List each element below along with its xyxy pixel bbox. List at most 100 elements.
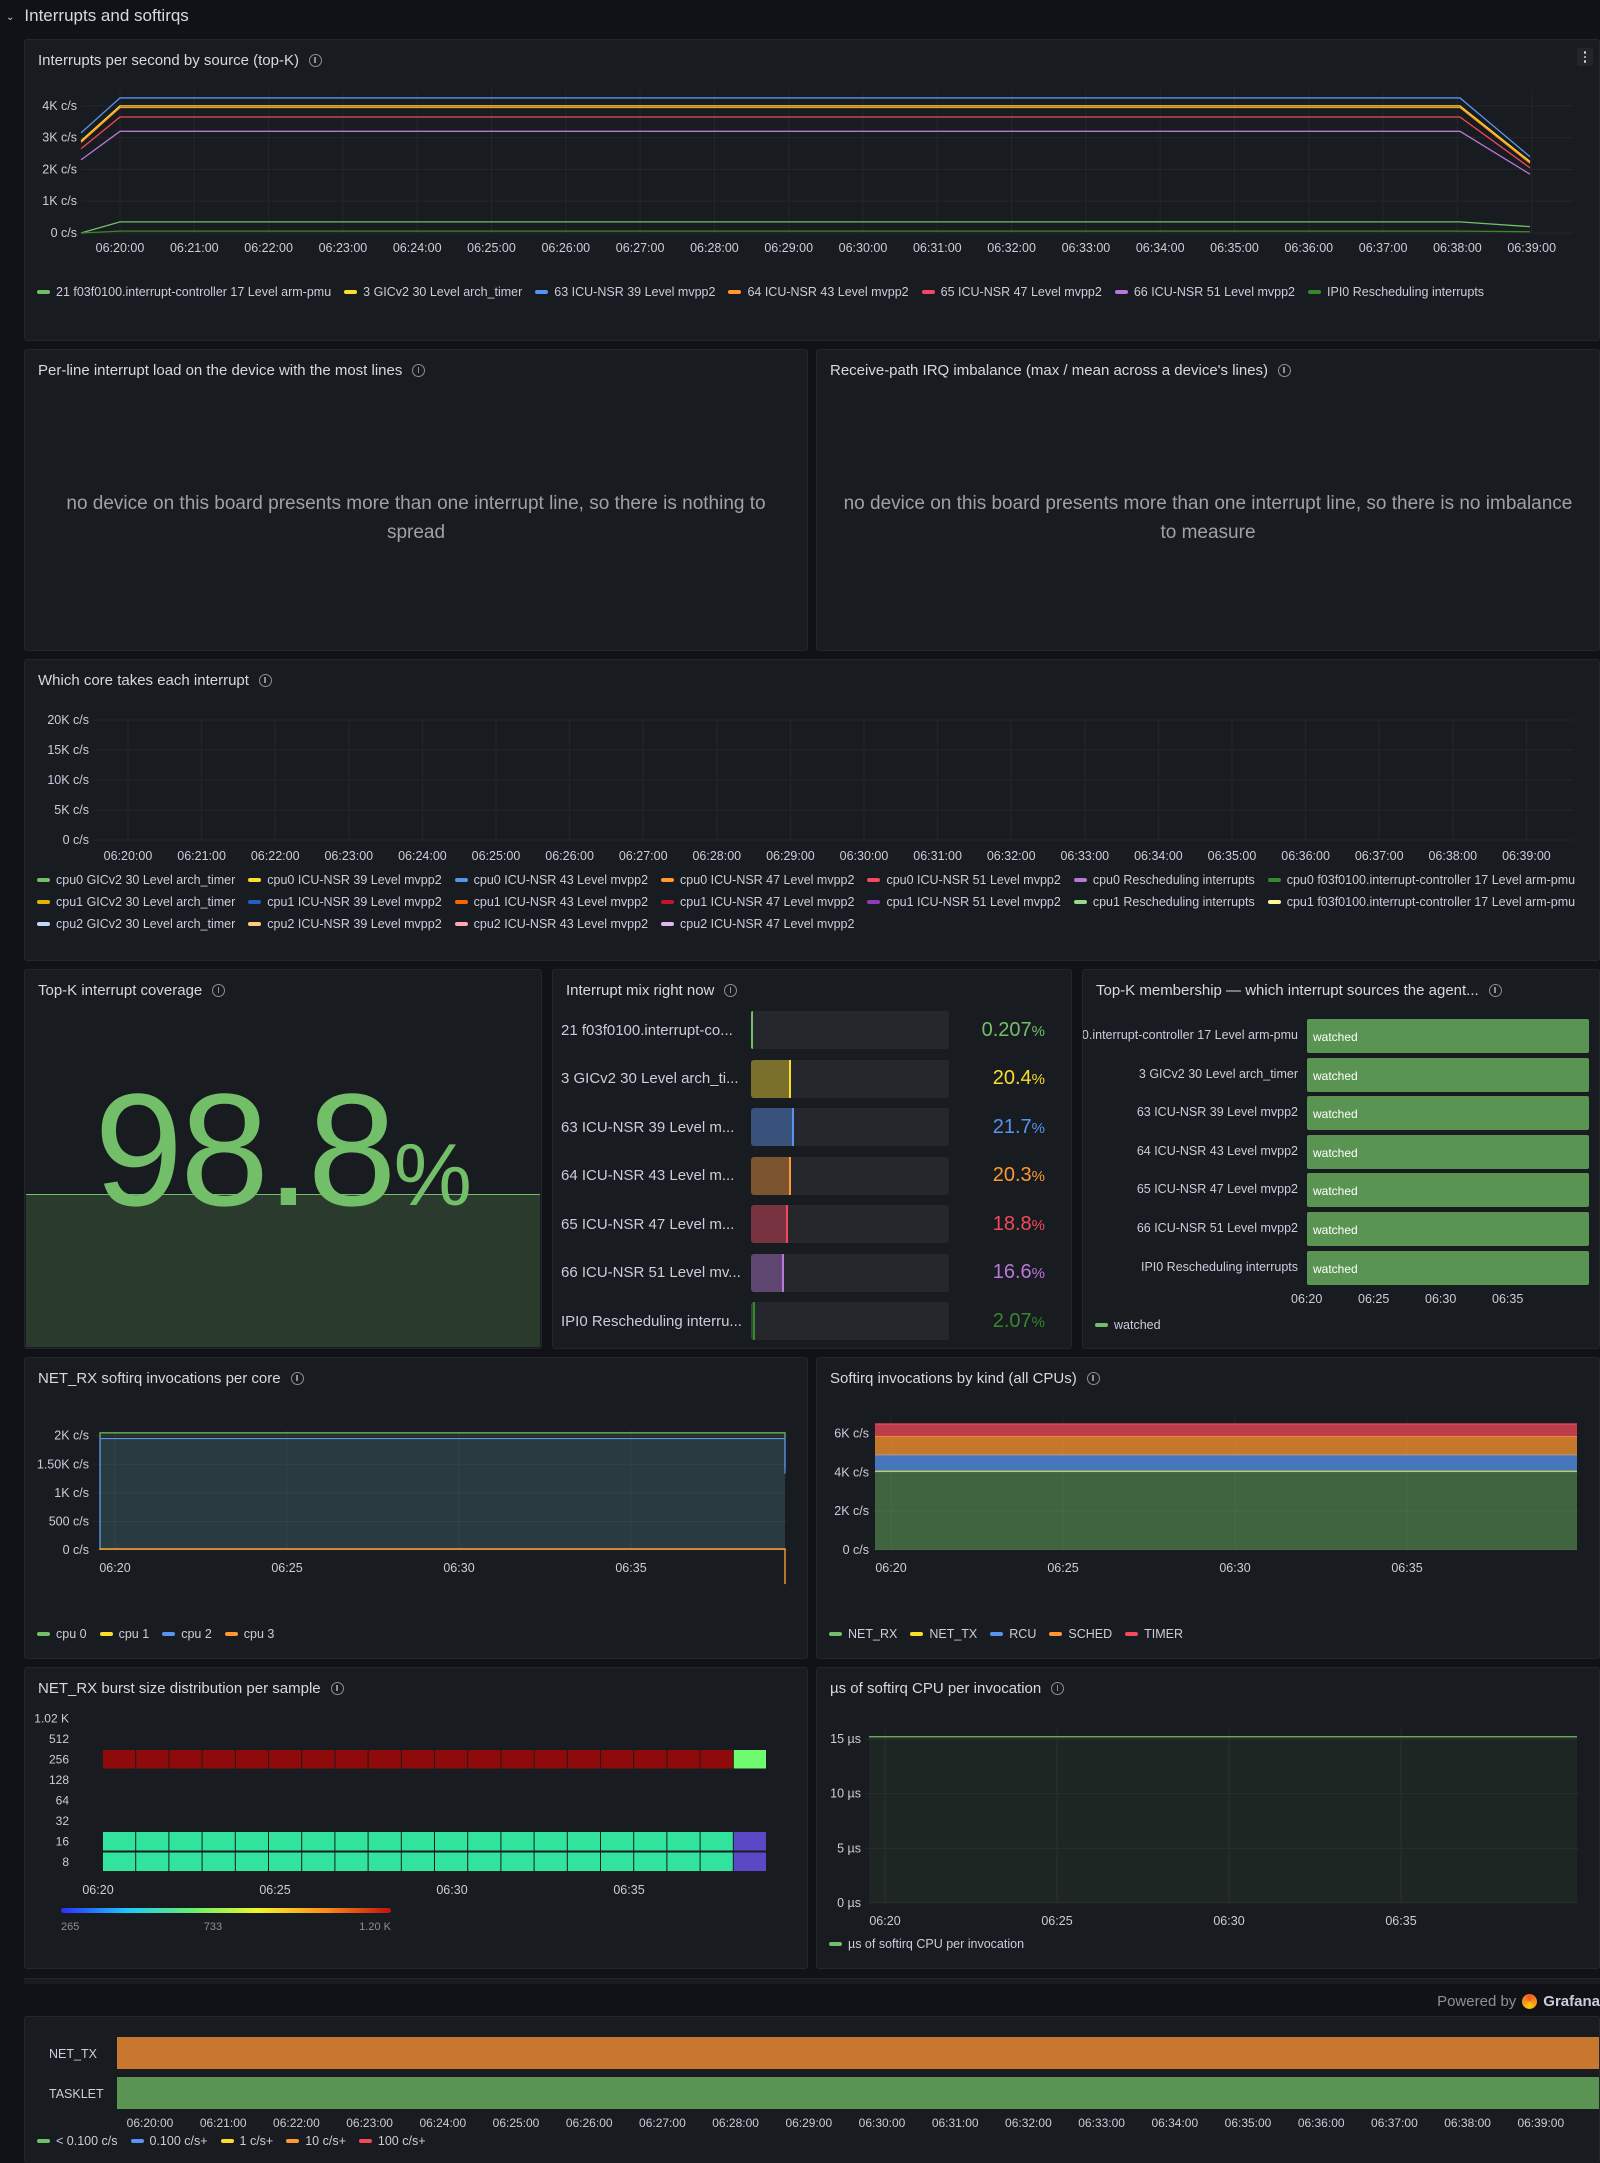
legend-item[interactable]: cpu1 Rescheduling interrupts xyxy=(1073,895,1255,909)
heatmap-cell xyxy=(501,1750,534,1769)
info-icon[interactable] xyxy=(1051,1682,1065,1695)
info-icon[interactable] xyxy=(1086,1372,1100,1385)
panel-membership[interactable]: Top-K membership — which interrupt sourc… xyxy=(1082,969,1600,1349)
panel-us-per-invocation[interactable]: µs of softirq CPU per invocation 0 µs 5 µ… xyxy=(816,1667,1600,1969)
info-icon[interactable] xyxy=(290,1372,304,1385)
legend-item[interactable]: cpu0 Rescheduling interrupts xyxy=(1073,873,1255,887)
tick-label: 06:28:00 xyxy=(712,2116,759,2130)
membership-row-state: watched xyxy=(1307,1019,1589,1053)
legend-item[interactable]: cpu1 ICU-NSR 51 Level mvpp2 xyxy=(867,895,1061,909)
mix-row-value: 20.3% xyxy=(949,1164,1045,1187)
legend-item[interactable]: 65 ICU-NSR 47 Level mvpp2 xyxy=(921,285,1102,299)
tick-label: 06:35 xyxy=(615,1561,646,1575)
legend-swatch xyxy=(248,900,262,904)
info-icon[interactable] xyxy=(724,984,738,997)
membership-row[interactable]: 63 ICU-NSR 39 Level mvpp2 watched xyxy=(1083,1095,1599,1131)
panel-per-line[interactable]: Per-line interrupt load on the device wi… xyxy=(24,349,808,651)
legend-item[interactable]: 10 c/s+ xyxy=(286,2134,346,2148)
panel-core-irq[interactable]: Which core takes each interrupt 0 c/s 5K … xyxy=(24,659,1600,961)
mix-row[interactable]: 63 ICU-NSR 39 Level m... 21.7% xyxy=(561,1107,1045,1147)
tick-label: 06:27:00 xyxy=(639,2116,686,2130)
panel-burst[interactable]: NET_RX burst size distribution per sampl… xyxy=(24,1667,808,1969)
legend-item[interactable]: 1 c/s+ xyxy=(220,2134,273,2148)
membership-row[interactable]: 21 f03f0100.interrupt-controller 17 Leve… xyxy=(1083,1018,1599,1054)
membership-row-label-text: 63 ICU-NSR 39 Level mvpp2 xyxy=(1136,1105,1298,1120)
membership-row[interactable]: 65 ICU-NSR 47 Level mvpp2 watched xyxy=(1083,1172,1599,1208)
legend-item[interactable]: cpu 3 xyxy=(224,1627,274,1641)
info-icon[interactable] xyxy=(1488,984,1502,997)
legend-item[interactable]: cpu0 ICU-NSR 43 Level mvpp2 xyxy=(454,873,648,887)
legend-item[interactable]: 64 ICU-NSR 43 Level mvpp2 xyxy=(728,285,909,299)
panel-netrx[interactable]: NET_RX softirq invocations per core 0 c/… xyxy=(24,1357,808,1659)
info-icon[interactable] xyxy=(330,1682,344,1695)
legend-label: NET_RX xyxy=(848,1627,898,1641)
mix-row[interactable]: 66 ICU-NSR 51 Level mv... 16.6% xyxy=(561,1253,1045,1293)
legend-item[interactable]: 0.100 c/s+ xyxy=(130,2134,208,2148)
legend-item[interactable]: cpu2 ICU-NSR 47 Level mvpp2 xyxy=(661,917,854,931)
legend-item[interactable]: cpu 1 xyxy=(99,1627,149,1641)
legend-item[interactable]: cpu1 ICU-NSR 47 Level mvpp2 xyxy=(661,895,854,909)
mix-row[interactable]: IPI0 Rescheduling interru... 2.07% xyxy=(561,1301,1045,1341)
heatmap-cell xyxy=(235,1750,268,1769)
legend-item[interactable]: cpu 0 xyxy=(37,1627,87,1641)
panel-state-timeline[interactable]: NET_TX TASKLET 06:20:00 06:21:00 06:22:00 06:… xyxy=(24,2016,1600,2163)
legend-swatch xyxy=(661,900,675,904)
panel-coverage[interactable]: Top-K interrupt coverage 98.8% xyxy=(24,969,542,1349)
membership-row[interactable]: 3 GICv2 30 Level arch_timer watched xyxy=(1083,1057,1599,1093)
info-icon[interactable] xyxy=(308,54,322,67)
legend-item[interactable]: cpu1 ICU-NSR 43 Level mvpp2 xyxy=(454,895,648,909)
legend-item[interactable]: cpu0 ICU-NSR 39 Level mvpp2 xyxy=(248,873,442,887)
legend-item[interactable]: 100 c/s+ xyxy=(358,2134,426,2148)
panel-title-text: Interrupt mix right now xyxy=(566,982,715,999)
heatmap-cell xyxy=(368,1750,401,1769)
legend-swatch xyxy=(37,878,50,882)
legend-item[interactable]: cpu0 GICv2 30 Level arch_timer xyxy=(37,873,235,887)
legend-item[interactable]: cpu1 ICU-NSR 39 Level mvpp2 xyxy=(248,895,442,909)
legend-item[interactable]: cpu1 GICv2 30 Level arch_timer xyxy=(37,895,235,909)
info-icon[interactable] xyxy=(212,984,226,997)
legend-item[interactable]: watched xyxy=(1095,1318,1161,1332)
legend-item[interactable]: 63 ICU-NSR 39 Level mvpp2 xyxy=(535,285,715,299)
legend-item[interactable]: cpu0 f03f0100.interrupt-controller 17 Le… xyxy=(1267,873,1575,887)
legend-item[interactable]: NET_RX xyxy=(829,1627,897,1641)
membership-row[interactable]: 64 ICU-NSR 43 Level mvpp2 watched xyxy=(1083,1134,1599,1170)
mix-row[interactable]: 65 ICU-NSR 47 Level m... 18.8% xyxy=(561,1204,1045,1244)
membership-row[interactable]: IPI0 Rescheduling interrupts watched xyxy=(1083,1250,1599,1286)
heatmap-cell xyxy=(302,1750,335,1769)
legend-item[interactable]: cpu0 ICU-NSR 47 Level mvpp2 xyxy=(661,873,854,887)
legend-item[interactable]: TIMER xyxy=(1125,1627,1183,1641)
legend-item[interactable]: SCHED xyxy=(1049,1627,1112,1641)
legend-item[interactable]: 3 GICv2 30 Level arch_timer xyxy=(344,285,522,299)
legend-item[interactable]: cpu 2 xyxy=(162,1627,212,1641)
legend-item[interactable]: NET_TX xyxy=(910,1627,977,1641)
legend-item[interactable]: cpu2 ICU-NSR 43 Level mvpp2 xyxy=(454,917,648,931)
legend-item[interactable]: cpu1 f03f0100.interrupt-controller 17 Le… xyxy=(1267,895,1575,909)
legend-item[interactable]: cpu0 ICU-NSR 51 Level mvpp2 xyxy=(867,873,1061,887)
legend-item[interactable]: IPI0 Rescheduling interrupts xyxy=(1308,285,1484,299)
legend-item[interactable]: 66 ICU-NSR 51 Level mvpp2 xyxy=(1114,285,1295,299)
legend-item[interactable]: µs of softirq CPU per invocation xyxy=(829,1937,1024,1951)
panel-softirq-kind[interactable]: Softirq invocations by kind (all CPUs) 0… xyxy=(816,1357,1600,1659)
row-header[interactable]: ⌄ Interrupts and softirqs xyxy=(0,0,1600,32)
mix-row[interactable]: 21 f03f0100.interrupt-co... 0.207% xyxy=(561,1010,1045,1050)
legend-swatch xyxy=(661,922,675,926)
legend-item[interactable]: < 0.100 c/s xyxy=(37,2134,118,2148)
mix-row[interactable]: 3 GICv2 30 Level arch_ti... 20.4% xyxy=(561,1059,1045,1099)
legend-item[interactable]: RCU xyxy=(990,1627,1036,1641)
chevron-down-icon[interactable]: ⌄ xyxy=(6,11,15,23)
panel-menu-icon[interactable] xyxy=(1577,48,1593,66)
legend-item[interactable]: cpu2 ICU-NSR 39 Level mvpp2 xyxy=(248,917,442,931)
info-icon[interactable] xyxy=(258,674,272,687)
legend-item[interactable]: cpu2 GICv2 30 Level arch_timer xyxy=(37,917,235,931)
tick-label: 5 µs xyxy=(837,1841,861,1855)
legend-label: 3 GICv2 30 Level arch_timer xyxy=(363,285,523,299)
info-icon[interactable] xyxy=(1278,364,1292,377)
mix-row[interactable]: 64 ICU-NSR 43 Level m... 20.3% xyxy=(561,1156,1045,1196)
membership-row[interactable]: 66 ICU-NSR 51 Level mvpp2 watched xyxy=(1083,1211,1599,1247)
legend-item[interactable]: 21 f03f0100.interrupt-controller 17 Leve… xyxy=(37,285,331,299)
info-icon[interactable] xyxy=(412,364,426,377)
heatmap-cell xyxy=(634,1832,667,1851)
panel-imbalance[interactable]: Receive-path IRQ imbalance (max / mean a… xyxy=(816,349,1600,651)
panel-interrupt-mix[interactable]: Interrupt mix right now 21 f03f0100.inte… xyxy=(552,969,1072,1349)
panel-irq-rate[interactable]: Interrupts per second by source (top-K) … xyxy=(24,39,1600,341)
